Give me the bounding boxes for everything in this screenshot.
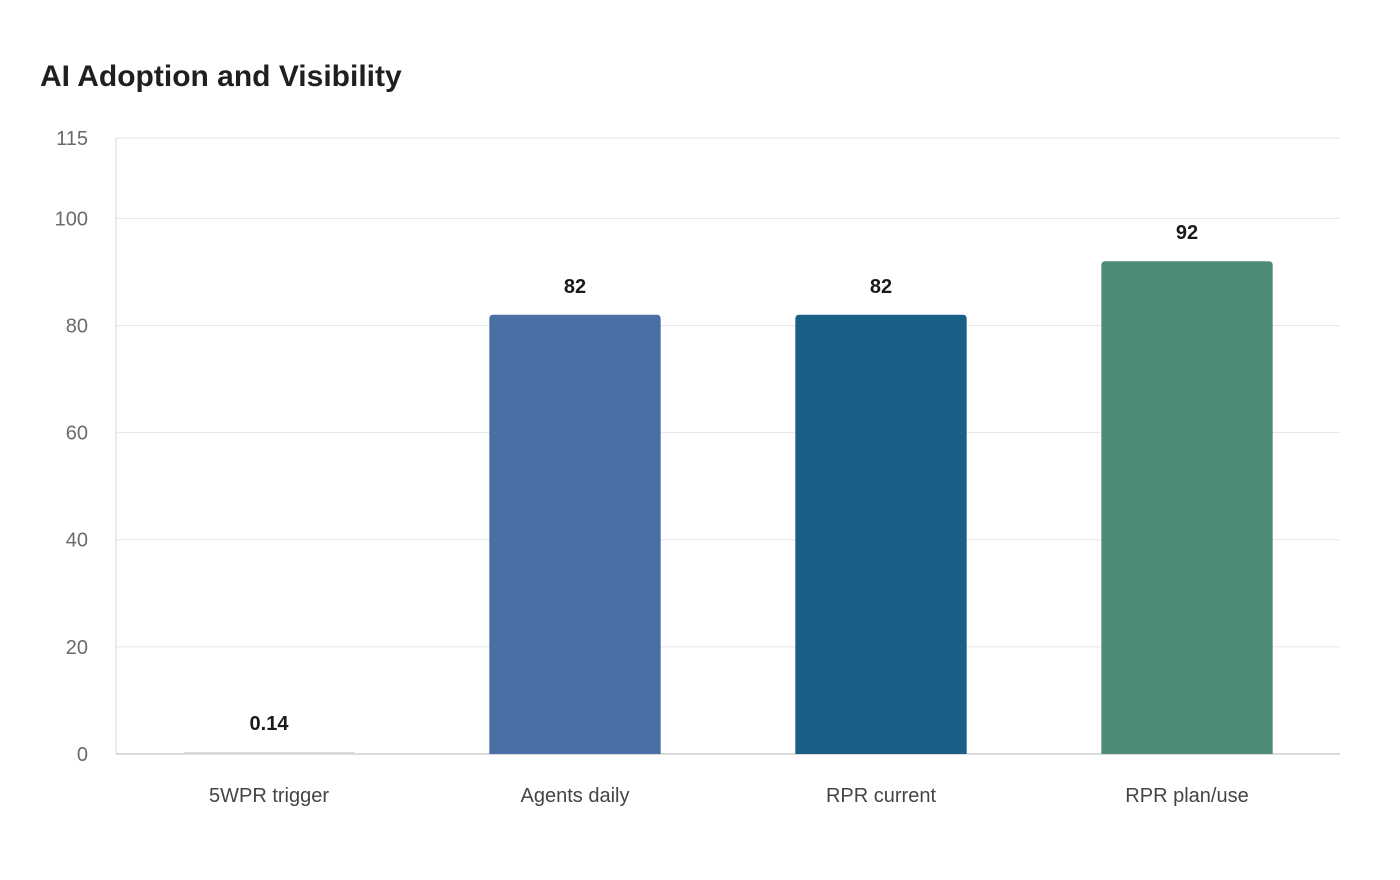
data-label: 0.14 [250,713,290,735]
data-label: 82 [564,276,586,298]
y-tick-label: 20 [66,637,88,659]
bars [183,261,1273,754]
labels: 0 20 40 60 80 100 115 0.14 5WPR trigger 82 Agents … [55,128,1249,807]
data-label: 82 [870,276,892,298]
bar-5wpr-trigger [183,752,355,754]
y-tick-label: 60 [66,423,88,445]
bar-rpr-current [795,314,967,754]
x-tick-label: Agents daily [521,785,630,807]
gridlines [116,137,1340,648]
chart-title: AI Adoption and Visibility [40,60,402,93]
x-tick-label: RPR plan/use [1125,785,1248,807]
bar-rpr-plan-use [1101,261,1273,754]
data-label: 92 [1176,222,1198,244]
x-tick-label: 5WPR trigger [209,785,329,807]
y-tick-label: 115 [56,128,88,150]
y-tick-label: 100 [55,208,88,230]
y-tick-label: 0 [77,744,88,766]
x-tick-label: RPR current [826,785,936,807]
y-tick-label: 40 [66,530,88,552]
bar-agents-daily [489,314,661,754]
y-tick-label: 80 [66,315,88,337]
